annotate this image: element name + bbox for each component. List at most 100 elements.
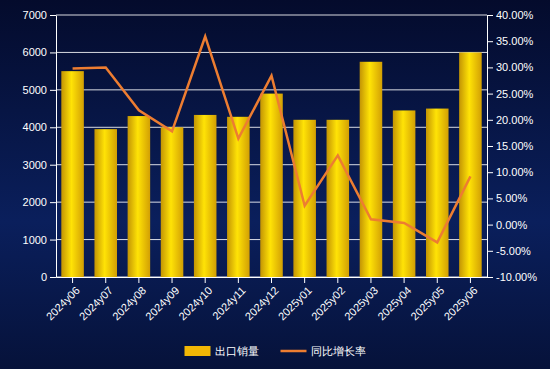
legend-swatch xyxy=(185,346,211,356)
tick: 25.00% xyxy=(487,88,534,100)
tick: 1000 xyxy=(23,234,56,246)
tick: 15.00% xyxy=(487,140,534,152)
tick: 40.00% xyxy=(487,9,534,21)
axis-line xyxy=(56,16,57,278)
tick-mark xyxy=(404,277,405,283)
tick-mark xyxy=(470,277,471,283)
tick-mark xyxy=(271,277,272,283)
background xyxy=(0,0,550,369)
tick-mark xyxy=(238,277,239,283)
tick-label: 2025y01 xyxy=(276,284,314,322)
tick-mark xyxy=(50,52,56,53)
plot: 0 1000 2000 3000 4000 5000 6000 7000 -10.00% -5.0… xyxy=(23,9,538,322)
tick: 2025y02 xyxy=(309,277,347,322)
tick-label: 40.00% xyxy=(496,9,534,21)
x-axis: 2024y062024y072024y082024y092024y102024y… xyxy=(44,277,488,322)
tick: 5000 xyxy=(23,84,56,96)
tick-mark xyxy=(50,202,56,203)
tick: 0 xyxy=(41,271,56,283)
bar xyxy=(194,115,217,277)
legend-item: 同比增长率 xyxy=(281,345,366,358)
tick-label: 2024y09 xyxy=(143,284,181,322)
tick-label: 2024y08 xyxy=(110,284,148,322)
tick: 2024y06 xyxy=(44,277,82,322)
legend-label: 同比增长率 xyxy=(311,345,366,358)
tick-mark xyxy=(487,67,493,68)
tick-mark xyxy=(50,240,56,241)
tick-label: 2024y11 xyxy=(210,284,248,322)
tick-mark xyxy=(487,15,493,16)
tick: 4000 xyxy=(23,121,56,133)
tick-label: 3000 xyxy=(23,159,47,171)
tick-label: -10.00% xyxy=(496,271,537,283)
tick: 2024y12 xyxy=(242,277,280,322)
tick: 35.00% xyxy=(487,35,534,47)
tick-label: 1000 xyxy=(23,234,47,246)
legend-label: 出口销量 xyxy=(215,345,259,358)
tick: 7000 xyxy=(23,9,56,21)
tick-mark xyxy=(138,277,139,283)
grid-line xyxy=(56,52,487,53)
tick: 5.00% xyxy=(487,192,527,204)
tick-label: 35.00% xyxy=(496,35,534,47)
tick: 0.00% xyxy=(487,219,527,231)
tick-label: 0 xyxy=(41,271,47,283)
tick-mark xyxy=(304,277,305,283)
tick: 2024y09 xyxy=(143,277,181,322)
tick: 2000 xyxy=(23,196,56,208)
tick-label: 5000 xyxy=(23,84,47,96)
tick-label: 4000 xyxy=(23,121,47,133)
tick-mark xyxy=(370,277,371,283)
tick-mark xyxy=(487,251,493,252)
tick-mark xyxy=(487,172,493,173)
tick-mark xyxy=(487,277,493,278)
tick: -5.00% xyxy=(487,245,531,257)
bar xyxy=(393,110,416,277)
tick: 6000 xyxy=(23,46,56,58)
tick-label: 10.00% xyxy=(496,166,534,178)
tick: 2025y06 xyxy=(441,277,479,322)
tick: 10.00% xyxy=(487,166,534,178)
tick-label: 2025y04 xyxy=(375,284,413,322)
tick-mark xyxy=(50,15,56,16)
bar xyxy=(293,120,316,277)
tick-label: -5.00% xyxy=(496,245,531,257)
tick-label: 15.00% xyxy=(496,140,534,152)
grid-line xyxy=(56,15,487,16)
chart: 0 1000 2000 3000 4000 5000 6000 7000 -10.00% -5.0… xyxy=(0,0,550,369)
tick-label: 2025y06 xyxy=(441,284,479,322)
tick-mark xyxy=(50,90,56,91)
bar xyxy=(360,62,383,277)
tick-label: 30.00% xyxy=(496,61,534,73)
bar xyxy=(161,127,184,277)
tick-mark xyxy=(487,225,493,226)
tick: 2025y03 xyxy=(342,277,380,322)
tick: 2024y11 xyxy=(210,277,248,322)
tick-label: 5.00% xyxy=(496,192,527,204)
tick-mark xyxy=(172,277,173,283)
tick-mark xyxy=(487,146,493,147)
tick: 2024y07 xyxy=(77,277,115,322)
line xyxy=(73,36,471,242)
tick-mark xyxy=(50,165,56,166)
tick: 30.00% xyxy=(487,61,534,73)
tick-label: 0.00% xyxy=(496,219,527,231)
tick-label: 2025y03 xyxy=(342,284,380,322)
y2-axis: -10.00% -5.00% 0.00% 5.00% 10.00% 15.00% 20.00… xyxy=(487,9,537,283)
tick: 2025y05 xyxy=(408,277,446,322)
tick: 2025y01 xyxy=(276,277,314,322)
tick-mark xyxy=(50,277,56,278)
tick-label: 7000 xyxy=(23,9,47,21)
tick: -10.00% xyxy=(487,271,537,283)
tick-label: 2024y07 xyxy=(77,284,115,322)
tick-label: 2000 xyxy=(23,196,47,208)
tick-label: 2024y12 xyxy=(242,284,280,322)
tick-label: 20.00% xyxy=(496,114,534,126)
tick-mark xyxy=(487,120,493,121)
tick-mark xyxy=(50,127,56,128)
grid-line xyxy=(56,89,487,90)
tick-mark xyxy=(487,41,493,42)
marks xyxy=(61,36,481,277)
tick-mark xyxy=(437,277,438,283)
tick-label: 2025y02 xyxy=(309,284,347,322)
